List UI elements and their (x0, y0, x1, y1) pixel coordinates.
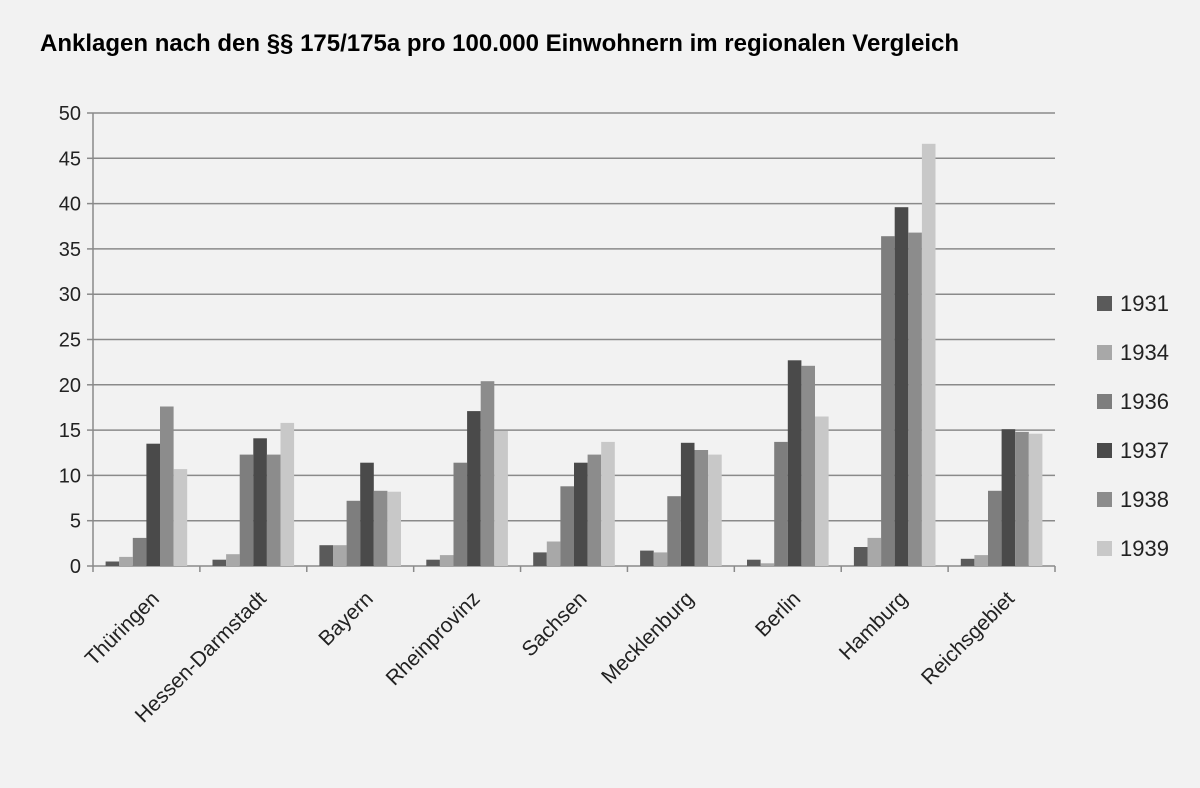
bar-1937-0 (146, 443, 160, 566)
bar-1931-4 (533, 552, 547, 566)
legend-label-1931: 1931 (1120, 291, 1169, 316)
bar-1938-2 (373, 490, 388, 566)
y-tick-label: 35 (59, 239, 81, 261)
x-tick-label: Sachsen (517, 587, 591, 661)
bar-1936-2 (346, 500, 361, 566)
bar-1937-3 (467, 411, 481, 566)
bars (105, 143, 1043, 567)
bar-1939-3 (494, 431, 508, 566)
bar-1936-4 (560, 486, 574, 566)
bar-1934-5 (653, 552, 668, 566)
bar-1936-7 (881, 236, 895, 566)
bar-1938-7 (908, 232, 922, 566)
x-tick-label: Berlin (751, 587, 805, 641)
bar-1934-1 (226, 554, 240, 566)
bar-1931-2 (319, 545, 333, 566)
bar-1937-1 (253, 438, 267, 566)
legend-label-1939: 1939 (1120, 536, 1169, 561)
bar-1938-1 (266, 454, 281, 566)
x-tick-label: Reichsgebiet (917, 587, 1019, 689)
bar-1931-3 (426, 559, 440, 566)
bar-1939-8 (1028, 433, 1043, 566)
y-tick-label: 20 (59, 375, 81, 397)
bar-1931-6 (747, 559, 761, 566)
bar-1931-0 (105, 561, 120, 566)
legend-label-1938: 1938 (1120, 487, 1169, 512)
bar-1938-5 (694, 450, 709, 566)
bar-1936-3 (453, 462, 468, 566)
bar-1934-8 (974, 555, 988, 566)
legend-label-1936: 1936 (1120, 389, 1169, 414)
bar-1934-7 (867, 537, 882, 566)
x-tick-label: Bayern (314, 587, 377, 650)
bar-1938-0 (160, 406, 174, 566)
legend: 1931 1934 1936 1937 1938 1939 (1097, 291, 1169, 561)
bar-1934-2 (333, 545, 347, 566)
y-tick-label: 45 (59, 148, 81, 170)
x-tick-label: Mecklenburg (597, 587, 698, 688)
x-tick-label: Rheinprovinz (382, 587, 485, 690)
bar-1939-5 (708, 454, 722, 566)
bar-1936-5 (667, 496, 681, 566)
x-tick-label: Hamburg (835, 587, 912, 664)
y-tick-label: 40 (59, 194, 81, 216)
bar-1931-1 (212, 559, 227, 566)
legend-swatch-1939 (1097, 541, 1112, 556)
bar-1939-6 (815, 416, 829, 566)
x-tick-label: Thüringen (81, 587, 164, 670)
y-tick-label: 30 (59, 284, 81, 306)
legend-swatch-1937 (1097, 443, 1112, 458)
bar-1938-4 (587, 454, 602, 566)
legend-label-1934: 1934 (1120, 340, 1169, 365)
bar-1934-6 (760, 563, 775, 566)
legend-swatch-1931 (1097, 296, 1112, 311)
bar-1937-2 (360, 462, 374, 566)
y-tick-label: 15 (59, 420, 81, 442)
bar-1938-6 (801, 365, 815, 566)
bar-1934-4 (546, 541, 561, 566)
bar-1937-6 (787, 360, 802, 566)
bar-1937-5 (680, 442, 695, 566)
y-tick-label: 5 (70, 511, 81, 533)
bar-1937-4 (574, 462, 588, 566)
bar-1937-7 (894, 207, 909, 566)
legend-swatch-1934 (1097, 345, 1112, 360)
legend-swatch-1938 (1097, 492, 1112, 507)
bar-1938-3 (480, 381, 495, 566)
bar-1931-5 (640, 550, 654, 566)
legend-label-1937: 1937 (1120, 438, 1169, 463)
y-tick-label: 0 (70, 556, 81, 578)
y-tick-label: 25 (59, 330, 81, 352)
bar-1936-6 (774, 441, 788, 566)
bar-1939-0 (173, 469, 188, 566)
bar-1938-8 (1015, 431, 1029, 566)
bar-1934-0 (119, 556, 133, 566)
bar-1939-1 (280, 422, 295, 566)
bar-1936-8 (988, 490, 1002, 566)
bar-1939-7 (921, 143, 936, 567)
bar-1934-3 (439, 555, 454, 566)
y-tick-label: 10 (59, 465, 81, 487)
bar-1936-1 (239, 454, 254, 566)
chart-title: Anklagen nach den §§ 175/175a pro 100.00… (40, 30, 960, 57)
bar-1931-8 (960, 558, 975, 566)
bar-1931-7 (853, 547, 868, 566)
bar-1937-8 (1001, 429, 1016, 566)
bar-1936-0 (132, 537, 147, 566)
y-tick-label: 50 (59, 103, 81, 125)
bar-1939-4 (601, 441, 615, 566)
legend-swatch-1936 (1097, 394, 1112, 409)
bar-1939-2 (387, 491, 401, 566)
tick-labels: 05101520253035404550ThüringenHessen-Darm… (59, 103, 1019, 727)
